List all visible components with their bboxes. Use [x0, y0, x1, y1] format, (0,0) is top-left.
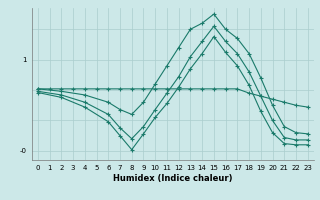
- X-axis label: Humidex (Indice chaleur): Humidex (Indice chaleur): [113, 174, 233, 183]
